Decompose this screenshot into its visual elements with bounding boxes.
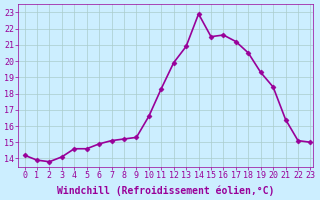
- X-axis label: Windchill (Refroidissement éolien,°C): Windchill (Refroidissement éolien,°C): [57, 185, 274, 196]
